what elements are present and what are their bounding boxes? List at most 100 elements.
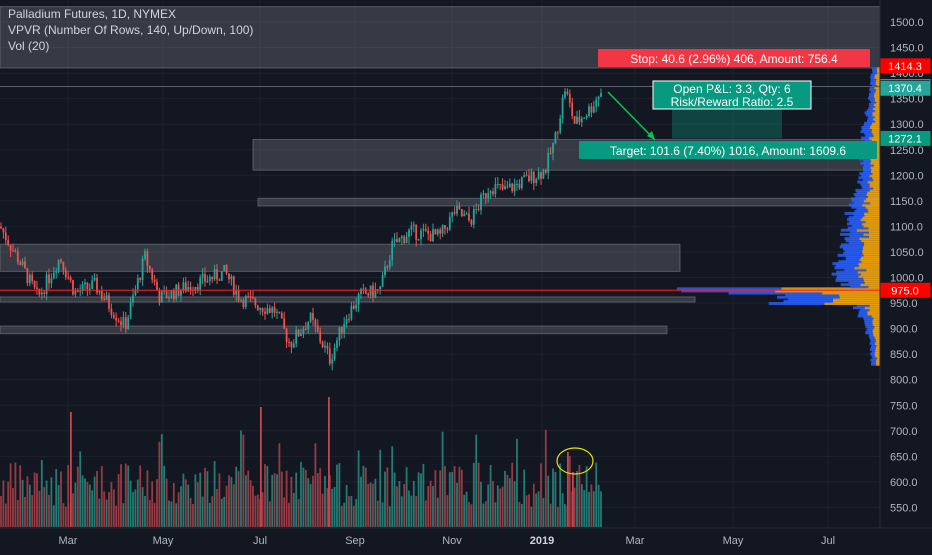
price-tag-target: 1272.1 [879,130,931,146]
candle-body [367,293,370,296]
volume-profile-bar [854,266,880,270]
volume-profile-bar [875,348,880,352]
volume-bar [460,469,463,527]
candle-body [55,271,58,273]
y-tick-label: 550.0 [890,502,918,514]
volume-profile-bar [856,207,868,211]
candle-body [201,273,204,278]
volume-bar [206,471,209,527]
legend-indicator-vol[interactable]: Vol (20) [8,39,50,53]
candle-body [379,286,382,290]
volume-bar [465,491,468,527]
volume-profile-bar [862,245,880,249]
volume-profile-bar [681,289,776,293]
volume-bar [228,475,230,527]
volume-bar [590,484,593,527]
volume-profile-bar [864,318,873,322]
volume-profile-bar [840,228,857,232]
candle-body [444,225,446,229]
volume-bar [434,470,437,527]
x-tick-label: Jul [253,535,267,547]
volume-profile-bar [848,203,863,207]
volume-bar [208,502,211,527]
candle-body [86,282,89,289]
volume-bar [189,497,192,527]
volume-profile-bar [839,245,863,249]
candle-body [28,274,31,284]
volume-bar [273,473,276,527]
volume-bar [72,493,74,527]
volume-bar [477,462,480,527]
volume-bar [76,466,79,527]
candle-body [144,251,146,259]
volume-profile-bar [857,180,868,184]
volume-bar [9,463,12,527]
volume-bar [141,487,144,527]
candle-body [588,106,590,116]
volume-profile-bar [871,167,880,171]
candle-body [288,342,290,344]
volume-profile-bar [859,264,880,268]
volume-profile-bar [860,161,871,165]
volume-profile-bar [870,201,880,205]
volume-profile-bar [855,188,870,192]
volume-profile-bar [869,105,876,109]
support-resistance-zones [0,6,881,335]
volume-bar [398,481,401,527]
x-tick-label: Mar [59,535,78,547]
volume-bar [458,466,461,527]
volume-profile-bar [864,320,873,324]
candle-body [415,224,418,240]
volume-profile-bar [860,308,870,312]
volume-bar [290,476,293,527]
volume-bar [554,471,557,527]
candle-body [571,102,574,117]
volume-bar [266,466,269,527]
candle-body [446,228,449,230]
volume-bar [4,503,7,527]
candle-body [136,278,139,290]
volume-profile-bar [870,77,877,81]
volume-bar [328,397,330,527]
volume-profile-bar [833,297,880,301]
volume-bar [158,441,161,527]
volume-profile-bar [845,258,860,262]
candle-body [319,331,322,342]
volume-bar [249,480,252,527]
volume-profile-bar [861,126,870,130]
pnl-text: Open P&L: 3.3, Qty: 6 [673,82,791,96]
candle-body [424,229,427,231]
legend-title[interactable]: Palladium Futures, 1D, NYMEX [8,7,177,21]
volume-profile-bar [859,237,880,241]
volume-profile-bar [867,190,880,194]
volume-profile-bar [867,310,880,314]
y-tick-label: 1050.0 [890,247,924,259]
volume-profile-bar [872,121,880,125]
volume-bar [129,480,132,527]
volume-profile-bar [876,362,880,366]
volume-bar [424,500,427,527]
volume-profile-bar [861,222,880,226]
candle-body [434,229,437,235]
volume-profile-bar [864,241,880,245]
candle-body [285,328,288,343]
volume-profile-bar [867,117,874,121]
volume-profile-bar [863,199,880,203]
volume-profile-bar [877,71,880,75]
volume-profile-bar [875,82,880,86]
candle-body [21,261,24,265]
volume-profile-bar [870,165,880,169]
volume-bar [252,485,254,527]
candle-body [420,230,422,240]
volume-profile-bar [876,69,880,73]
volume-bar [326,488,329,527]
volume-profile-bar [873,102,880,106]
volume-bar [96,471,98,527]
volume-bar [170,501,173,527]
candle-body [499,183,502,185]
volume-profile-bar [859,172,873,176]
volume-bar [468,502,470,527]
legend-indicator-vpvr[interactable]: VPVR (Number Of Rows, 140, Up/Down, 100) [8,23,254,37]
